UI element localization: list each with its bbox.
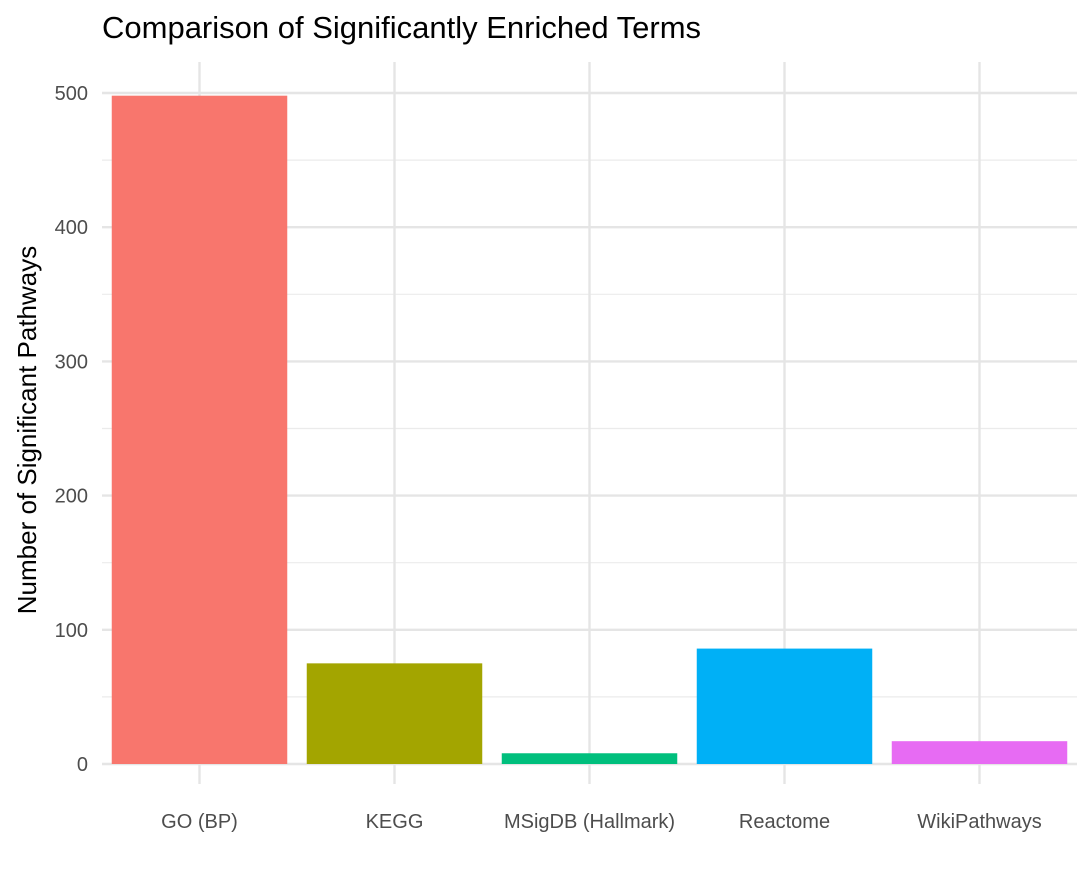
y-tick-label: 100 <box>55 620 88 642</box>
x-tick-label: MSigDB (Hallmark) <box>504 811 675 833</box>
x-tick-label: Reactome <box>739 811 830 833</box>
bar <box>501 753 678 764</box>
y-axis-ticks: 0 100 200 300 400 500 <box>55 83 88 776</box>
y-tick-label: 0 <box>77 754 88 776</box>
y-tick-label: 500 <box>55 83 88 105</box>
x-axis-ticks: GO (BP) KEGG MSigDB (Hallmark) Reactome Wiki… <box>161 811 1042 833</box>
y-axis-title: Number of Significant Pathways <box>12 246 42 615</box>
y-tick-label: 300 <box>55 351 88 373</box>
chart-title: Comparison of Significantly Enriched Ter… <box>102 10 702 45</box>
x-tick-label: GO (BP) <box>161 811 238 833</box>
x-tick-label: KEGG <box>366 811 424 833</box>
bar <box>891 741 1068 764</box>
x-tick-label: WikiPathways <box>917 811 1041 833</box>
y-tick-label: 400 <box>55 217 88 239</box>
bars <box>111 95 1068 764</box>
y-tick-label: 200 <box>55 486 88 508</box>
bar <box>111 95 288 764</box>
bar <box>306 663 483 764</box>
bar <box>696 648 873 764</box>
